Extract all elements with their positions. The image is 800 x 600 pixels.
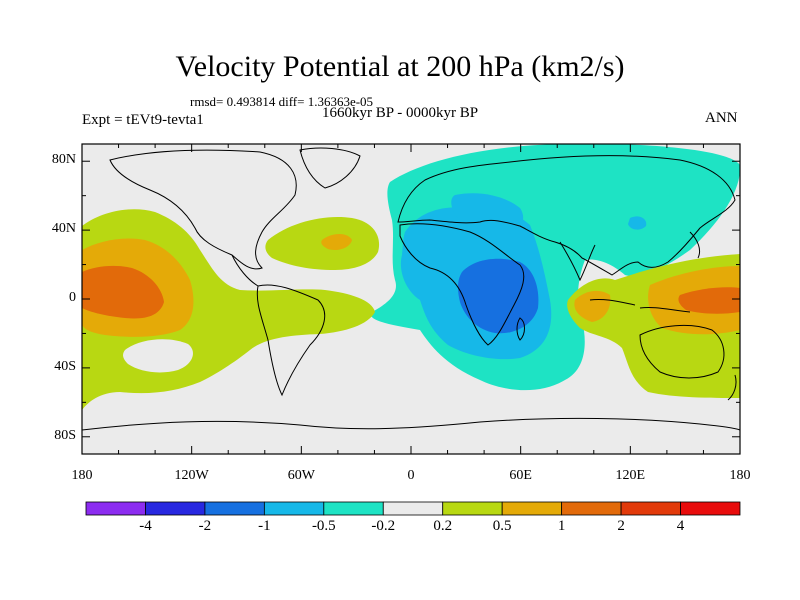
- experiment-label: Expt = tEVt9-tevta1: [82, 112, 204, 128]
- colorbar-label: -4: [139, 518, 152, 534]
- x-tick-label: 0: [407, 468, 415, 483]
- contour-region-tibet-spot: [628, 216, 647, 230]
- coastline-indonesia: [589, 299, 691, 313]
- colorbar-swatch: [501, 501, 563, 516]
- coastline-north-america: [109, 149, 297, 270]
- contour-region-n-atlantic-core: [321, 234, 352, 250]
- coastline-australia: [639, 325, 725, 379]
- x-tick-label: 180: [71, 468, 93, 483]
- colorbar-swatch: [204, 501, 265, 516]
- colorbar: [85, 501, 741, 516]
- colorbar-swatch: [561, 501, 622, 516]
- stats-subtitle: rmsd= 0.493814 diff= 1.36363e-05: [190, 94, 374, 109]
- contour-region-maritime-core: [678, 287, 740, 314]
- season-label: ANN: [705, 110, 738, 126]
- map-plot-area: [82, 144, 740, 454]
- colorbar-swatch: [680, 501, 741, 516]
- colorbar-swatch: [145, 501, 206, 516]
- y-tick-label: 40S: [54, 358, 76, 374]
- coastline-africa: [399, 223, 525, 346]
- contour-region-east-africa-core: [457, 258, 539, 334]
- colorbar-swatch: [85, 501, 146, 516]
- contour-region-maritime-orange-west: [574, 290, 611, 322]
- period-label: 1660kyr BP - 0000kyr BP: [322, 105, 479, 121]
- y-tick-label: 80N: [51, 152, 76, 168]
- x-tick-label: 120W: [174, 468, 209, 483]
- colorbar-label: -2: [198, 518, 212, 534]
- coastlines: [82, 147, 740, 431]
- colorbar-swatch: [263, 501, 325, 516]
- coastline-new-zealand: [727, 374, 737, 401]
- coastline-central-america: [231, 254, 259, 287]
- contour-region-pacific-core: [82, 265, 164, 319]
- coastline-antarctica: [82, 417, 740, 431]
- coastline-europe-asia: [397, 155, 736, 276]
- y-tick-label: 80S: [54, 427, 76, 443]
- coastline-south-america: [256, 284, 326, 397]
- colorbar-label: -1: [258, 518, 271, 534]
- chart-title: Velocity Potential at 200 hPa (km2/s): [175, 50, 625, 83]
- colorbar-swatch: [382, 501, 444, 516]
- colorbar-label: -0.5: [311, 518, 336, 534]
- coastline-india: [559, 241, 596, 282]
- x-tick-label: 180: [729, 468, 751, 483]
- colorbar-swatch: [442, 501, 503, 516]
- coastline-madagascar: [516, 317, 525, 341]
- x-tick-label: 60W: [287, 468, 315, 483]
- colorbar-label: -0.2: [371, 518, 396, 534]
- colorbar-label: 2: [617, 518, 625, 534]
- colorbar-label: 1: [557, 518, 566, 534]
- colorbar-label: 0.2: [433, 518, 453, 534]
- colorbar-label: 4: [676, 518, 685, 534]
- axis-ticks: [81, 144, 741, 454]
- x-tick-label: 60E: [509, 468, 532, 483]
- x-tick-label: 120E: [615, 468, 646, 483]
- coastline-japan: [689, 231, 701, 259]
- y-tick-label: 0: [69, 290, 76, 305]
- colorbar-swatch: [620, 501, 681, 516]
- colorbar-swatch: [323, 501, 384, 516]
- contour-region-pacific-hole: [123, 339, 193, 373]
- y-tick-label: 40N: [51, 221, 76, 237]
- coastline-greenland: [299, 147, 361, 189]
- colorbar-label: 0.5: [492, 518, 512, 534]
